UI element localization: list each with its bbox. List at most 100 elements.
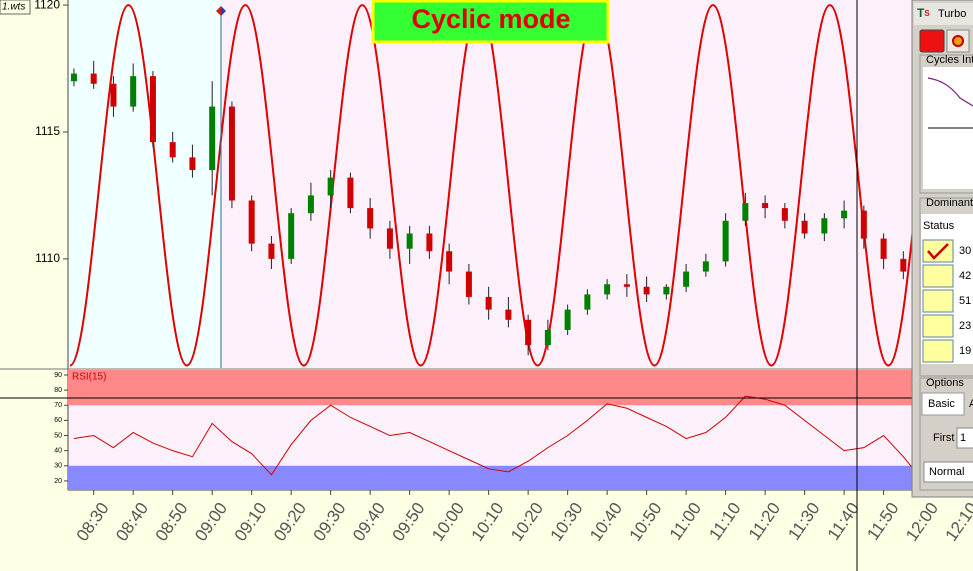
x-tick-label: 10:30: [547, 499, 587, 545]
panel-titlebar: [914, 3, 973, 25]
stop-button[interactable]: [919, 29, 945, 53]
options-group: [919, 377, 973, 491]
cycle-line: [69, 4, 948, 367]
rsi-line: [73, 395, 924, 482]
x-tick-label: 12:10: [942, 499, 973, 545]
cursor-marker: [216, 6, 221, 16]
mode-select[interactable]: [923, 461, 973, 483]
first-input[interactable]: [956, 427, 973, 449]
y-tick-label: 1115: [35, 124, 60, 138]
candle-body: [880, 238, 887, 259]
x-tick-label: 10:10: [468, 499, 508, 545]
candle-body: [663, 286, 670, 295]
x-tick-label: 10:50: [626, 499, 666, 545]
status-cell: [922, 339, 954, 363]
cycle-length: 42: [959, 270, 971, 282]
x-tick-label: 11:10: [705, 499, 744, 544]
cycles-curve: [927, 77, 973, 107]
x-tick-label: 10:20: [507, 499, 547, 545]
y-tick-label: 90: [54, 372, 62, 379]
candle-body: [149, 76, 156, 143]
cycle-length: 19: [959, 345, 971, 357]
x-tick-label: 11:00: [666, 499, 705, 544]
first-value[interactable]: 1: [960, 432, 966, 444]
turbo-panel: TS Turbo Cycles Int Dominant Status 30 42…: [911, 0, 973, 498]
x-tick-label: 09:30: [310, 499, 350, 545]
candle-body: [900, 258, 907, 272]
candle-body: [307, 195, 314, 214]
candle-body: [110, 83, 117, 107]
candle-body: [485, 296, 492, 310]
candle-body: [386, 228, 393, 249]
file-label: 1.wts: [2, 2, 25, 13]
candle-body: [544, 329, 551, 346]
settings-icon: [952, 35, 964, 47]
y-tick-label: 50: [54, 432, 62, 439]
y-tick-label: 1110: [35, 251, 60, 265]
x-tick-label: 12:00: [902, 499, 942, 545]
title-box: [371, 0, 610, 44]
candle-body: [702, 261, 709, 272]
x-tick-label: 08:50: [152, 499, 192, 545]
dominant-rows: 30 42 51 23 19: [922, 239, 971, 363]
cycle-length: 23: [959, 320, 971, 332]
candle-body: [406, 233, 413, 249]
candle-body: [90, 73, 97, 84]
cycle-length: 30: [959, 245, 971, 257]
tab-label[interactable]: Basic: [928, 398, 955, 410]
candle-body: [821, 218, 828, 234]
x-tick-label: 08:30: [73, 499, 113, 545]
plot-background: [221, 0, 921, 368]
status-cell: [922, 314, 954, 338]
candle-body: [189, 157, 196, 171]
candle-body: [367, 208, 374, 229]
x-tick-label: 08:40: [112, 499, 152, 545]
candle-body: [604, 284, 611, 295]
dominant-table: [921, 214, 973, 364]
mode-select-label[interactable]: Normal: [929, 466, 964, 478]
candle-body: [683, 271, 690, 287]
candle-body: [169, 142, 176, 158]
status-cell: [922, 264, 954, 288]
status-cell: [922, 289, 954, 313]
candle-body: [564, 309, 571, 330]
dominant-group-label: Dominant: [926, 197, 973, 209]
candle-body: [781, 208, 788, 221]
y-tick-label: 40: [54, 447, 62, 454]
candle-body: [426, 233, 433, 252]
first-label: First: [933, 432, 954, 444]
cycles-group: [919, 54, 973, 194]
chart-title: Cyclic mode: [411, 4, 570, 34]
candle-body: [347, 177, 354, 209]
x-tick-label: 11:50: [863, 499, 902, 544]
x-tick-label: 09:00: [191, 499, 231, 545]
y-tick-label: 1120: [34, 0, 60, 11]
candle-body: [801, 220, 808, 234]
candle-body: [643, 286, 650, 295]
tab-basic[interactable]: [921, 392, 965, 416]
candle-body: [70, 73, 77, 82]
status-cell: [922, 239, 954, 263]
candle-body: [446, 251, 453, 272]
y-tick-label: 60: [54, 417, 62, 424]
session-background: [68, 0, 221, 368]
candle-body: [209, 106, 216, 171]
candle-body: [130, 76, 137, 107]
candle-body: [288, 213, 295, 259]
y-tick-label: 70: [54, 402, 62, 409]
cursor-marker: [221, 6, 226, 16]
x-tick-label: 10:40: [586, 499, 626, 545]
dominant-group: [919, 197, 973, 377]
y-tick-label: 80: [54, 387, 62, 394]
overbought-band: [68, 370, 920, 406]
x-tick-label: 09:50: [389, 499, 429, 545]
candle-body: [860, 210, 867, 239]
x-tick-label: 10:00: [428, 499, 468, 545]
cycle-length: 51: [959, 295, 971, 307]
tab-label[interactable]: A: [969, 398, 973, 410]
status-check: [927, 243, 949, 260]
cycles-group-label: Cycles Int: [926, 54, 973, 66]
